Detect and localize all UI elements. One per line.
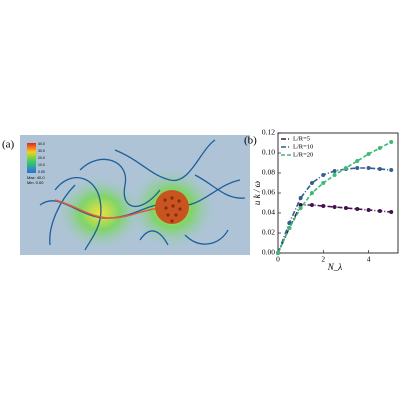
data-point	[389, 210, 394, 214]
data-point	[309, 181, 314, 185]
data-point	[321, 204, 326, 208]
data-point	[321, 173, 326, 177]
data-point	[287, 226, 292, 230]
min-label: Min: 0.00	[27, 180, 44, 185]
data-point	[276, 251, 280, 255]
data-point	[355, 207, 360, 211]
colorbar-tick-label: 0.00	[38, 170, 45, 174]
colorbar-tick-label: 10.0	[38, 163, 45, 167]
y-tick-label: 0.06	[262, 188, 275, 197]
y-tick-label: 0.12	[262, 128, 275, 137]
data-point	[366, 166, 371, 170]
data-point	[343, 166, 348, 170]
data-point	[366, 208, 371, 212]
data-point	[377, 146, 382, 150]
panel-a: 40.0 30.0 20.0 10.0 0.00 Max: 40.0 Min: 0.00…	[2, 135, 250, 255]
data-point	[332, 173, 337, 177]
data-point	[366, 152, 371, 156]
colorbar	[27, 143, 36, 173]
data-point	[332, 169, 337, 173]
data-point	[309, 191, 314, 195]
panel-label: (a)	[2, 139, 15, 151]
colorbar-tick-label: 20.0	[38, 156, 45, 160]
x-tick-label: 2	[321, 255, 325, 264]
data-point	[377, 209, 382, 213]
data-point	[389, 140, 394, 144]
y-tick-label: 0.10	[262, 148, 275, 157]
max-label: Max: 40.0	[27, 175, 45, 180]
data-point	[298, 206, 303, 210]
data-point	[355, 159, 360, 163]
series-line	[277, 167, 392, 254]
data-point	[389, 168, 394, 172]
data-point	[343, 206, 348, 210]
y-tick-label: 0.04	[262, 208, 275, 217]
y-tick-label: 0.02	[262, 228, 275, 237]
particle-texture	[163, 196, 182, 223]
legend-label: L/R=20	[293, 151, 313, 158]
y-tick-label: 0.00	[262, 248, 275, 257]
x-tick-label: 0	[276, 255, 280, 264]
series-line	[277, 141, 392, 254]
data-point	[355, 166, 360, 170]
colorbar-tick-label: 40.0	[38, 142, 45, 146]
data-point	[332, 205, 337, 209]
colorbar-tick-label: 30.0	[38, 149, 45, 153]
legend-label: L/R=5	[293, 135, 310, 142]
y-axis-label: u k / ω	[252, 181, 262, 205]
x-axis-label: N_λ	[327, 262, 343, 272]
field-glow	[55, 175, 145, 251]
panel-label: (b)	[244, 135, 257, 147]
data-point	[377, 167, 382, 171]
data-point	[298, 196, 303, 200]
data-point	[309, 203, 314, 207]
particle-path	[54, 199, 166, 219]
x-tick-label: 4	[367, 255, 371, 264]
legend-label: L/R=10	[293, 143, 313, 150]
data-point	[298, 203, 303, 207]
data-point	[321, 181, 326, 185]
data-point	[287, 221, 292, 225]
colorbar-ticks: 40.0 30.0 20.0 10.0 0.00	[38, 142, 45, 174]
y-tick-label: 0.08	[262, 168, 275, 177]
